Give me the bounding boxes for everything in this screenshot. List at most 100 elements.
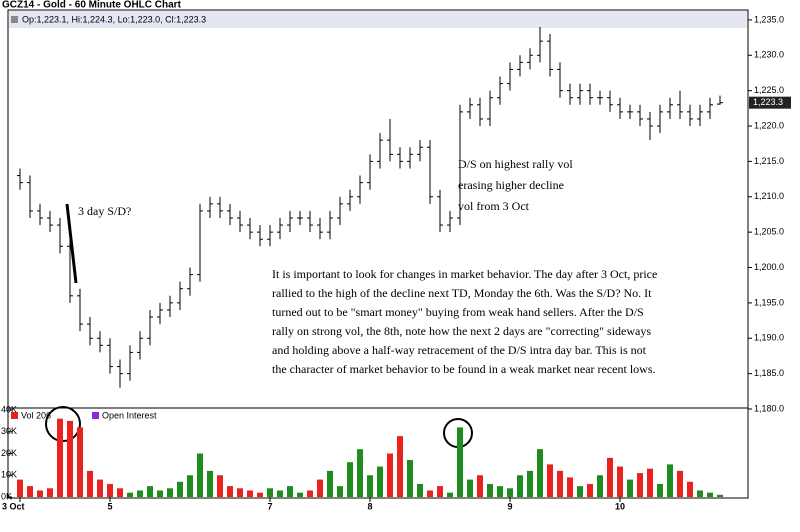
volume-bar <box>537 449 543 497</box>
volume-bar <box>497 486 503 497</box>
price-legend: Op:1,223.1, Hi:1,224.3, Lo:1,223.0, Cl:1… <box>22 14 206 24</box>
annotation: It is important to look for changes in m… <box>272 267 657 281</box>
volume-tick-label: 20K <box>1 448 17 458</box>
volume-tick-label: 40K <box>1 404 17 414</box>
volume-bar <box>477 475 483 497</box>
volume-bar <box>277 490 283 497</box>
volume-bar <box>697 490 703 497</box>
volume-bar <box>527 470 533 497</box>
volume-bar <box>107 483 113 497</box>
volume-bar <box>57 418 63 497</box>
volume-bar <box>17 479 23 497</box>
volume-bar <box>97 479 103 497</box>
y-tick-label: 1,225.0 <box>754 85 784 95</box>
volume-bar <box>627 479 633 497</box>
volume-bar <box>257 492 263 497</box>
volume-bar <box>487 483 493 497</box>
y-tick-label: 1,210.0 <box>754 191 784 201</box>
volume-bar <box>687 481 693 497</box>
volume-bar <box>227 486 233 497</box>
annotation: the character of market behavior to be f… <box>272 362 656 376</box>
volume-bar <box>717 494 723 497</box>
header-band <box>9 11 747 28</box>
y-tick-label: 1,235.0 <box>754 14 784 24</box>
volume-bar <box>347 462 353 497</box>
volume-bar <box>597 475 603 497</box>
x-tick-label: 9 <box>507 501 512 511</box>
y-tick-label: 1,205.0 <box>754 227 784 237</box>
volume-bar <box>377 466 383 497</box>
volume-bar <box>157 490 163 497</box>
last-price-box <box>749 96 791 109</box>
volume-bar <box>167 488 173 497</box>
volume-bar <box>307 490 313 497</box>
y-tick-label: 1,200.0 <box>754 262 784 272</box>
annotation: vol from 3 Oct <box>458 199 530 213</box>
volume-bar <box>667 464 673 497</box>
volume-bar <box>207 470 213 497</box>
volume-bar <box>317 479 323 497</box>
annotation: rally on strong vol, the 8th, note how t… <box>272 324 651 338</box>
y-tick-label: 1,185.0 <box>754 368 784 378</box>
x-tick-label: 3 Oct <box>2 501 25 511</box>
legend-swatch <box>11 16 18 23</box>
volume-tick-label: 0K <box>1 491 12 501</box>
volume-bar <box>467 479 473 497</box>
x-tick-label: 7 <box>267 501 272 511</box>
volume-legend: Vol 206 <box>21 410 51 420</box>
volume-bar <box>457 427 463 497</box>
annotation: erasing higher decline <box>458 178 564 192</box>
volume-bar <box>67 420 73 497</box>
volume-bar <box>677 470 683 497</box>
legend-swatch <box>11 412 18 419</box>
volume-bar <box>217 475 223 497</box>
x-tick-label: 5 <box>107 501 112 511</box>
volume-legend: Open Interest <box>102 410 157 420</box>
volume-bar <box>357 449 363 497</box>
chart-title: GCZ14 - Gold - 60 Minute OHLC Chart <box>2 0 182 11</box>
volume-bar <box>87 470 93 497</box>
volume-bar <box>137 490 143 497</box>
volume-bar <box>327 470 333 497</box>
volume-tick-label: 30K <box>1 426 17 436</box>
volume-bar <box>567 477 573 497</box>
volume-bar <box>647 468 653 497</box>
y-tick-label: 1,215.0 <box>754 156 784 166</box>
y-tick-label: 1,230.0 <box>754 50 784 60</box>
volume-bar <box>427 490 433 497</box>
volume-bar <box>557 470 563 497</box>
y-tick-label: 1,190.0 <box>754 333 784 343</box>
volume-bar <box>587 483 593 497</box>
volume-bar <box>237 488 243 497</box>
volume-bar <box>27 486 33 497</box>
annotation: rallied to the high of the decline next … <box>272 286 652 300</box>
volume-bar <box>77 427 83 497</box>
y-tick-label: 1,180.0 <box>754 403 784 413</box>
volume-bar <box>337 486 343 497</box>
volume-bar <box>117 488 123 497</box>
volume-bar <box>407 460 413 497</box>
volume-bar <box>387 453 393 497</box>
last-price-label: 1,223.3 <box>753 97 783 107</box>
annotation: turned out to be "smart money" buying fr… <box>272 305 644 319</box>
volume-bar <box>617 466 623 497</box>
volume-bar <box>367 475 373 497</box>
volume-bar <box>507 488 513 497</box>
volume-bar <box>607 457 613 497</box>
price-panel <box>7 9 749 409</box>
legend-swatch <box>92 412 99 419</box>
volume-bar <box>437 486 443 497</box>
volume-bar <box>707 492 713 497</box>
volume-bar <box>657 483 663 497</box>
volume-bar <box>577 486 583 497</box>
volume-bar <box>287 486 293 497</box>
volume-bar <box>517 475 523 497</box>
volume-bar <box>127 492 133 497</box>
volume-bar <box>447 492 453 497</box>
volume-bar <box>637 473 643 497</box>
volume-bar <box>197 453 203 497</box>
volume-bar <box>177 481 183 497</box>
x-tick-label: 10 <box>615 501 625 511</box>
volume-bar <box>297 492 303 497</box>
x-tick-label: 8 <box>367 501 372 511</box>
